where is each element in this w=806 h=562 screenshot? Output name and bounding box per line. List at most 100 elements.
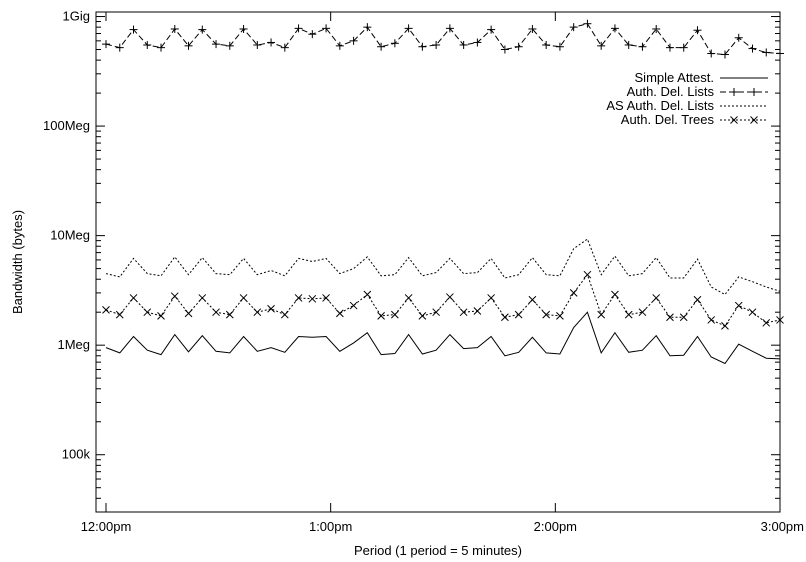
x-marker <box>693 295 702 304</box>
x-marker <box>679 313 688 322</box>
plus-marker <box>267 38 276 47</box>
x-marker <box>556 312 564 320</box>
series-line-3 <box>105 238 781 296</box>
plus-marker <box>730 88 738 96</box>
x-marker <box>730 116 738 124</box>
x-marker <box>597 310 606 319</box>
x-marker <box>198 294 207 302</box>
y-tick-label: 100k <box>62 447 91 462</box>
plus-marker <box>597 41 606 50</box>
x-marker <box>157 312 165 320</box>
plus-marker <box>184 41 193 50</box>
x-marker <box>514 310 523 319</box>
x-tick-label: 3:00pm <box>761 519 804 534</box>
plus-marker <box>170 24 179 33</box>
legend-label: Simple Attest. <box>635 70 714 85</box>
x-marker <box>459 308 468 317</box>
x-marker <box>129 294 138 302</box>
plus-marker <box>115 43 124 52</box>
plus-marker <box>734 33 743 42</box>
x-marker <box>707 316 716 324</box>
x-marker <box>115 310 124 319</box>
x-marker <box>377 312 385 320</box>
series-line-1 <box>105 311 781 365</box>
plus-marker <box>528 24 537 33</box>
plus-marker <box>750 88 758 96</box>
plus-marker <box>459 40 468 49</box>
plus-marker <box>473 38 482 47</box>
x-marker <box>212 308 220 317</box>
x-marker <box>734 301 743 310</box>
y-tick-label: 100Meg <box>43 118 90 133</box>
x-tick-label: 12:00pm <box>81 519 132 534</box>
x-tick-label: 2:00pm <box>534 519 577 534</box>
plus-marker <box>322 24 331 33</box>
x-marker <box>280 310 289 319</box>
x-axis-label: Period (1 period = 5 minutes) <box>354 543 522 558</box>
x-marker <box>528 295 537 304</box>
plus-marker <box>707 49 716 58</box>
plus-marker <box>377 42 386 51</box>
plus-marker <box>514 42 523 51</box>
x-marker <box>418 312 427 320</box>
series-markers-2 <box>102 19 784 59</box>
legend-label: AS Auth. Del. Lists <box>606 98 714 113</box>
plus-marker <box>665 43 674 52</box>
series-layer <box>102 19 784 365</box>
x-marker <box>170 292 179 301</box>
y-tick-label: 1Meg <box>57 337 90 352</box>
x-marker <box>391 310 399 319</box>
x-marker <box>267 304 275 313</box>
plus-marker <box>198 25 207 34</box>
plus-marker <box>363 23 372 32</box>
plus-marker <box>432 40 441 49</box>
plus-marker <box>335 41 344 50</box>
plus-marker <box>349 36 358 45</box>
plus-marker <box>157 43 166 52</box>
plus-marker <box>212 40 221 49</box>
x-marker <box>569 289 578 297</box>
plus-marker <box>776 49 784 58</box>
x-marker <box>666 313 674 322</box>
x-marker <box>446 293 454 301</box>
x-marker <box>322 294 330 302</box>
plus-marker <box>720 50 729 59</box>
plus-marker <box>624 40 633 49</box>
x-marker <box>225 310 234 319</box>
plus-marker <box>239 24 248 33</box>
series-line-2 <box>105 23 781 56</box>
plus-marker <box>762 48 771 57</box>
plus-marker <box>225 41 234 50</box>
plus-marker <box>280 43 289 52</box>
x-marker <box>294 294 303 302</box>
plus-marker <box>418 42 427 51</box>
x-marker <box>335 309 344 318</box>
plus-marker <box>308 30 317 39</box>
plus-marker <box>294 24 303 33</box>
x-marker <box>363 290 372 299</box>
plus-marker <box>583 19 592 28</box>
plus-marker <box>555 42 564 51</box>
plus-marker <box>569 23 578 32</box>
plot-frame <box>95 11 781 513</box>
legend-label: Auth. Del. Lists <box>627 84 715 99</box>
x-marker <box>762 318 771 327</box>
x-marker <box>102 306 110 314</box>
x-marker <box>721 322 729 330</box>
x-marker <box>404 294 413 302</box>
plus-marker <box>487 25 496 34</box>
plus-marker <box>102 40 110 49</box>
x-marker <box>652 294 661 302</box>
y-tick-label: 1Gig <box>63 9 90 24</box>
x-marker <box>349 301 358 310</box>
y-axis-label: Bandwidth (bytes) <box>10 210 25 314</box>
plus-marker <box>129 25 138 34</box>
x-marker <box>473 307 482 315</box>
x-marker <box>239 294 248 302</box>
plus-marker <box>404 24 413 33</box>
x-marker <box>583 270 592 279</box>
plus-marker <box>652 24 661 33</box>
x-tick-label: 1:00pm <box>309 519 352 534</box>
